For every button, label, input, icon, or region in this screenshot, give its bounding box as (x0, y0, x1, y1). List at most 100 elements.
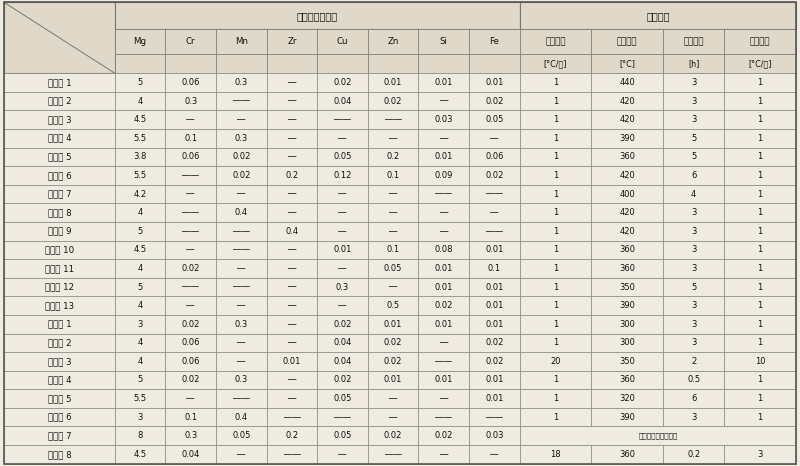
Text: 比较例 3: 比较例 3 (47, 357, 71, 366)
Bar (4, 148, 114, 166)
Bar (4, 222, 114, 240)
Text: 390: 390 (619, 413, 635, 422)
Bar (166, 389, 216, 408)
Bar (368, 426, 418, 445)
Text: 0.2: 0.2 (286, 431, 298, 440)
Text: 20: 20 (550, 357, 561, 366)
Text: 0.4: 0.4 (286, 227, 298, 236)
Text: 4: 4 (138, 338, 142, 347)
Text: 0.01: 0.01 (485, 301, 503, 310)
Text: 5: 5 (138, 282, 142, 292)
Text: 4: 4 (138, 96, 142, 106)
Bar (591, 278, 663, 296)
Bar (318, 334, 368, 352)
Text: 0.02: 0.02 (384, 338, 402, 347)
Bar (418, 73, 469, 92)
Bar (520, 185, 591, 203)
Text: 1: 1 (758, 152, 762, 161)
Bar (114, 445, 166, 464)
Bar (591, 54, 663, 73)
Bar (724, 296, 796, 315)
Text: ―: ― (439, 208, 448, 217)
Text: ―: ― (490, 208, 498, 217)
Text: 1: 1 (553, 320, 558, 329)
Text: 1: 1 (758, 264, 762, 273)
Text: 360: 360 (619, 376, 635, 384)
Text: 18: 18 (550, 450, 561, 459)
Text: 5.5: 5.5 (134, 171, 146, 180)
Bar (520, 148, 591, 166)
Text: 3: 3 (691, 115, 696, 124)
Bar (469, 445, 520, 464)
Text: Cr: Cr (186, 37, 195, 46)
Bar (318, 185, 368, 203)
Text: 1: 1 (758, 96, 762, 106)
Bar (724, 259, 796, 278)
Text: 6: 6 (691, 171, 696, 180)
Bar (166, 240, 216, 259)
Text: ―: ― (288, 320, 296, 329)
Bar (318, 54, 368, 73)
Bar (266, 389, 318, 408)
Bar (663, 185, 724, 203)
Text: 3: 3 (691, 208, 696, 217)
Bar (114, 334, 166, 352)
Bar (520, 370, 591, 389)
Bar (216, 370, 266, 389)
Bar (591, 296, 663, 315)
Text: 1: 1 (758, 338, 762, 347)
Text: 1: 1 (758, 320, 762, 329)
Bar (166, 129, 216, 148)
Bar (591, 73, 663, 92)
Text: 0.1: 0.1 (386, 245, 400, 254)
Text: 比较例 7: 比较例 7 (47, 431, 71, 440)
Bar (114, 2, 520, 29)
Text: 1: 1 (553, 134, 558, 143)
Text: 360: 360 (619, 450, 635, 459)
Bar (166, 73, 216, 92)
Bar (418, 54, 469, 73)
Text: 390: 390 (619, 301, 635, 310)
Bar (418, 148, 469, 166)
Bar (591, 408, 663, 426)
Bar (418, 110, 469, 129)
Bar (368, 315, 418, 334)
Bar (591, 445, 663, 464)
Bar (4, 259, 114, 278)
Bar (114, 222, 166, 240)
Bar (266, 148, 318, 166)
Text: 0.01: 0.01 (282, 357, 301, 366)
Bar (114, 296, 166, 315)
Text: ―: ― (439, 227, 448, 236)
Bar (591, 334, 663, 352)
Text: 0.01: 0.01 (485, 282, 503, 292)
Text: 4: 4 (138, 357, 142, 366)
Bar (266, 29, 318, 54)
Text: 0.04: 0.04 (334, 338, 352, 347)
Text: ―: ― (288, 282, 296, 292)
Bar (469, 166, 520, 185)
Text: 5: 5 (691, 282, 696, 292)
Bar (216, 92, 266, 110)
Bar (216, 110, 266, 129)
Text: ―: ― (338, 190, 346, 199)
Bar (266, 203, 318, 222)
Bar (318, 129, 368, 148)
Text: 0.1: 0.1 (488, 264, 501, 273)
Text: 3: 3 (691, 245, 696, 254)
Bar (724, 370, 796, 389)
Bar (166, 148, 216, 166)
Bar (469, 110, 520, 129)
Bar (663, 408, 724, 426)
Text: Zr: Zr (287, 37, 297, 46)
Bar (663, 29, 724, 54)
Text: 堆叠退火: 堆叠退火 (646, 11, 670, 21)
Text: 350: 350 (619, 282, 635, 292)
Bar (318, 110, 368, 129)
Text: 3: 3 (138, 320, 142, 329)
Bar (591, 92, 663, 110)
Text: 0.01: 0.01 (485, 320, 503, 329)
Bar (216, 166, 266, 185)
Bar (368, 259, 418, 278)
Bar (216, 445, 266, 464)
